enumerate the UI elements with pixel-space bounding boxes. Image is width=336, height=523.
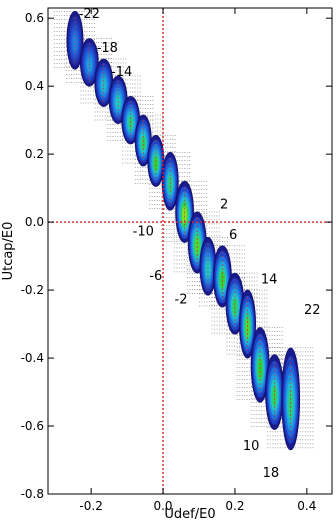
y-tick-label: 0.6 — [25, 11, 44, 25]
x-tick-label: 0.4 — [297, 499, 316, 513]
contour-edge — [147, 135, 165, 187]
contour-blob — [147, 135, 165, 187]
contour-edge — [161, 152, 179, 211]
y-tick-label: -0.8 — [21, 487, 44, 501]
annotation-label: -2 — [175, 293, 188, 308]
contour-level — [72, 34, 78, 52]
annotation-label: -14 — [111, 65, 132, 80]
x-tick-label: -0.2 — [79, 499, 102, 513]
contour-level — [167, 175, 173, 193]
y-tick-label: -0.4 — [21, 351, 44, 365]
annotation-label: 14 — [261, 272, 278, 287]
contour-level — [288, 389, 294, 420]
contour-edge — [175, 180, 194, 243]
annotation-label: 10 — [243, 439, 260, 454]
contour-blob — [212, 245, 232, 308]
y-tick-label: -0.2 — [21, 283, 44, 297]
y-tick-label: 0.2 — [25, 147, 44, 161]
y-tick-label: 0.0 — [25, 215, 44, 229]
annotation-label: -10 — [133, 225, 154, 240]
contour-level — [205, 260, 211, 278]
contour-edge — [239, 289, 257, 359]
contour-level — [219, 270, 225, 289]
contour-blob — [199, 237, 217, 296]
contour-edge — [79, 38, 99, 87]
contour-edge — [281, 347, 301, 451]
x-axis-label: Udef/E0 — [164, 507, 215, 522]
y-tick-label: 0.4 — [25, 79, 44, 93]
contour-blob — [250, 327, 270, 403]
annotation-label: 18 — [263, 466, 280, 481]
contour-level — [140, 135, 146, 151]
contour-blob — [239, 289, 257, 359]
annotation-label: -18 — [97, 41, 118, 56]
blob-layer — [66, 10, 301, 451]
y-axis-label: Utcap/E0 — [1, 222, 16, 281]
contour-blob — [121, 95, 141, 145]
annotation-label: 22 — [304, 303, 321, 318]
contour-level — [232, 298, 238, 316]
annotation-label: -22 — [79, 7, 100, 22]
axis-ticks: -0.2 0.0 0.2 0.4 -0.8 -0.6 -0.4 -0.2 0.0 0.2 0.4 0.… — [21, 8, 332, 513]
contour-blob — [265, 354, 284, 430]
contour-level — [245, 317, 250, 338]
annotation-label: 6 — [229, 228, 237, 243]
y-tick-label: -0.6 — [21, 419, 44, 433]
contour-blob — [94, 58, 114, 107]
contour-level — [153, 156, 159, 172]
plot-frame — [47, 7, 333, 495]
annotation-label: -6 — [149, 269, 162, 284]
contour-level — [194, 236, 200, 255]
contour-blob — [79, 38, 99, 87]
contour-level — [181, 206, 188, 225]
x-tick-label: 0.0 — [153, 499, 172, 513]
contour-blob — [66, 10, 84, 70]
contour-blob — [281, 347, 301, 451]
contour-edge — [66, 10, 84, 70]
reference-lines — [48, 8, 332, 494]
contour-blob — [108, 75, 128, 124]
annotation-label: 2 — [220, 198, 228, 213]
x-tick-label: 0.2 — [225, 499, 244, 513]
contour-blob — [161, 152, 179, 211]
